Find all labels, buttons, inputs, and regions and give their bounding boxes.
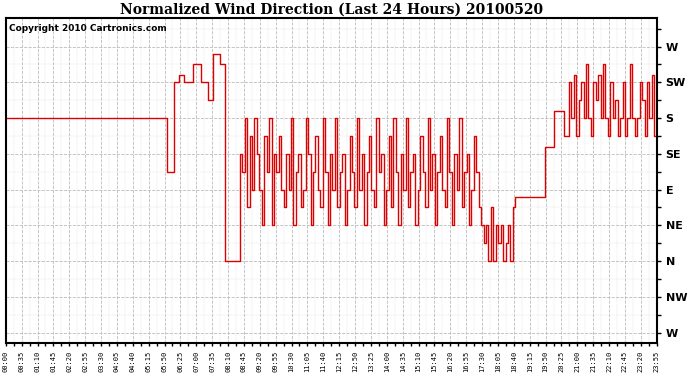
Text: Copyright 2010 Cartronics.com: Copyright 2010 Cartronics.com <box>9 24 167 33</box>
Title: Normalized Wind Direction (Last 24 Hours) 20100520: Normalized Wind Direction (Last 24 Hours… <box>119 3 543 17</box>
